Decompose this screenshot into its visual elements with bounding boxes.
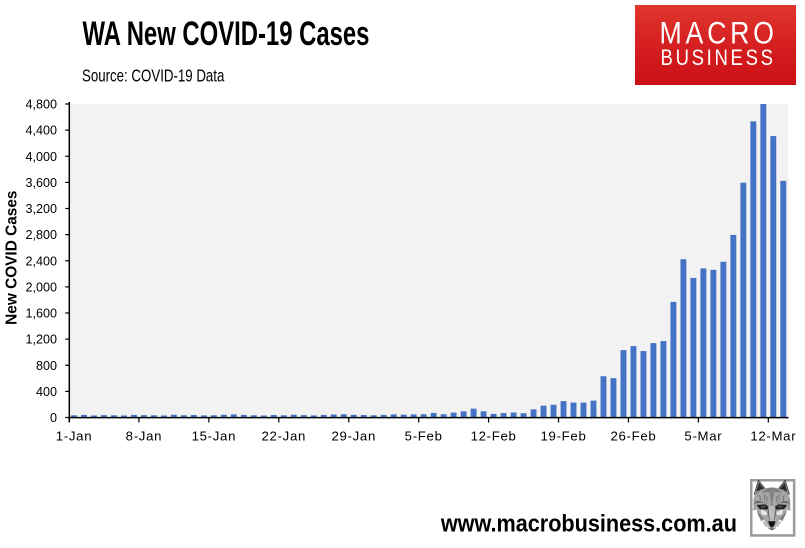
svg-text:8-Jan: 8-Jan: [126, 429, 163, 444]
svg-text:2,800: 2,800: [25, 228, 57, 242]
svg-text:BUSINESS: BUSINESS: [661, 47, 776, 71]
svg-text:WA New COVID-19 Cases: WA New COVID-19 Cases: [83, 15, 370, 53]
svg-text:3,200: 3,200: [25, 202, 57, 216]
svg-text:2,000: 2,000: [25, 280, 57, 294]
svg-text:22-Jan: 22-Jan: [262, 429, 307, 444]
svg-text:26-Feb: 26-Feb: [610, 429, 656, 444]
svg-text:4,400: 4,400: [25, 124, 57, 138]
svg-text:5-Feb: 5-Feb: [405, 429, 443, 444]
svg-text:Source: COVID-19 Data: Source: COVID-19 Data: [82, 67, 225, 86]
svg-text:15-Jan: 15-Jan: [192, 429, 237, 444]
svg-text:800: 800: [36, 359, 57, 373]
svg-text:12-Mar: 12-Mar: [750, 429, 796, 444]
svg-text:5-Mar: 5-Mar: [684, 429, 722, 444]
svg-text:www.macrobusiness.com.au: www.macrobusiness.com.au: [440, 509, 737, 537]
svg-text:MACRO: MACRO: [659, 17, 777, 51]
svg-text:New COVID Cases: New COVID Cases: [4, 191, 21, 325]
svg-text:19-Feb: 19-Feb: [541, 429, 587, 444]
svg-text:400: 400: [36, 385, 57, 399]
svg-text:1,600: 1,600: [25, 307, 57, 321]
svg-text:4,800: 4,800: [25, 98, 57, 112]
svg-text:4,000: 4,000: [25, 150, 57, 164]
svg-text:3,600: 3,600: [25, 176, 57, 190]
svg-text:1-Jan: 1-Jan: [56, 429, 93, 444]
svg-text:1,200: 1,200: [25, 333, 57, 347]
svg-text:29-Jan: 29-Jan: [331, 429, 376, 444]
svg-text:12-Feb: 12-Feb: [471, 429, 517, 444]
svg-text:2,400: 2,400: [25, 254, 57, 268]
svg-text:0: 0: [50, 411, 57, 425]
